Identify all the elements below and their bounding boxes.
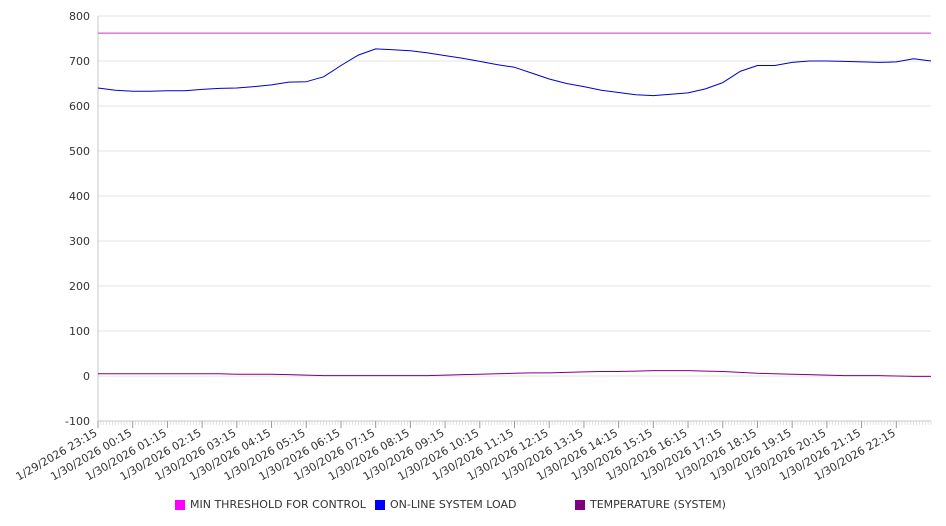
y-tick-label: 200 bbox=[69, 280, 90, 293]
legend-label-min-threshold: MIN THRESHOLD FOR CONTROL bbox=[190, 498, 366, 511]
y-tick-label: 400 bbox=[69, 190, 90, 203]
grid-lines bbox=[98, 15, 931, 422]
legend-item-min-threshold[interactable]: MIN THRESHOLD FOR CONTROL bbox=[175, 498, 366, 511]
legend-swatch-temperature bbox=[575, 499, 585, 510]
y-axis-ticks: -100 0 100 200 300 400 500 600 700 800 bbox=[65, 10, 90, 428]
y-tick-label: 0 bbox=[83, 370, 90, 383]
y-tick-label: 800 bbox=[69, 10, 90, 23]
legend-swatch-min-threshold bbox=[175, 499, 185, 510]
series-system-load-line bbox=[97, 48, 932, 97]
series-lines bbox=[97, 32, 932, 377]
y-tick-label: 300 bbox=[69, 235, 90, 248]
y-tick-label: 100 bbox=[69, 325, 90, 338]
legend-label-temperature: TEMPERATURE (SYSTEM) bbox=[590, 498, 726, 511]
legend-item-temperature[interactable]: TEMPERATURE (SYSTEM) bbox=[575, 498, 726, 511]
y-tick-label: 500 bbox=[69, 145, 90, 158]
y-tick-label: -100 bbox=[65, 415, 90, 428]
legend-swatch-system-load bbox=[375, 499, 385, 510]
series-temperature-line bbox=[98, 370, 931, 377]
x-axis-ticks: 1/29/2026 23:151/30/2026 00:151/30/2026 … bbox=[14, 421, 932, 483]
legend-item-system-load[interactable]: ON-LINE SYSTEM LOAD bbox=[375, 498, 516, 511]
y-tick-label: 600 bbox=[69, 100, 90, 113]
legend: MIN THRESHOLD FOR CONTROL ON-LINE SYSTEM… bbox=[0, 498, 946, 514]
axes bbox=[97, 16, 931, 422]
y-tick-label: 700 bbox=[69, 55, 90, 68]
legend-label-system-load: ON-LINE SYSTEM LOAD bbox=[390, 498, 517, 511]
